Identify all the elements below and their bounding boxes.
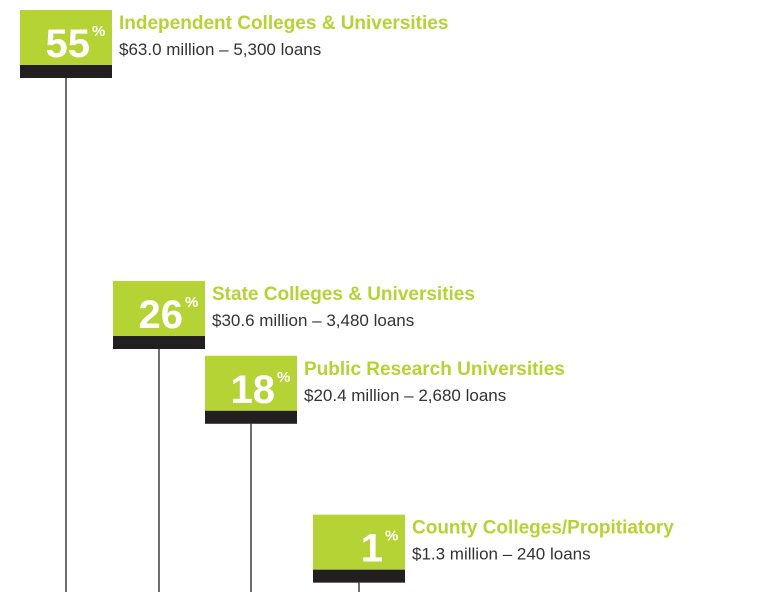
category: State Colleges & Universities (212, 284, 475, 305)
box-band (313, 569, 405, 583)
box-band (20, 65, 112, 78)
percent-sign: % (92, 23, 105, 40)
box-band (205, 410, 297, 424)
percent-value: 18 (231, 368, 276, 412)
category: Independent Colleges & Universities (119, 13, 448, 34)
box (205, 355, 297, 411)
percent-value: 26 (139, 293, 184, 337)
category: County Colleges/Propitiatory (412, 518, 674, 539)
percent-value: 1 (361, 527, 383, 571)
percent-value: 55 (46, 22, 91, 66)
percent-sign: % (385, 528, 398, 545)
detail: $63.0 million – 5,300 loans (119, 40, 321, 59)
detail: $1.3 million – 240 loans (412, 545, 591, 564)
percent-sign: % (185, 294, 198, 311)
box (313, 514, 405, 570)
detail: $20.4 million – 2,680 loans (304, 386, 506, 405)
box (20, 10, 112, 65)
box (113, 281, 205, 337)
box-band (113, 336, 205, 350)
category: Public Research Universities (304, 359, 565, 380)
percent-sign: % (277, 369, 290, 386)
detail: $30.6 million – 3,480 loans (212, 311, 414, 330)
